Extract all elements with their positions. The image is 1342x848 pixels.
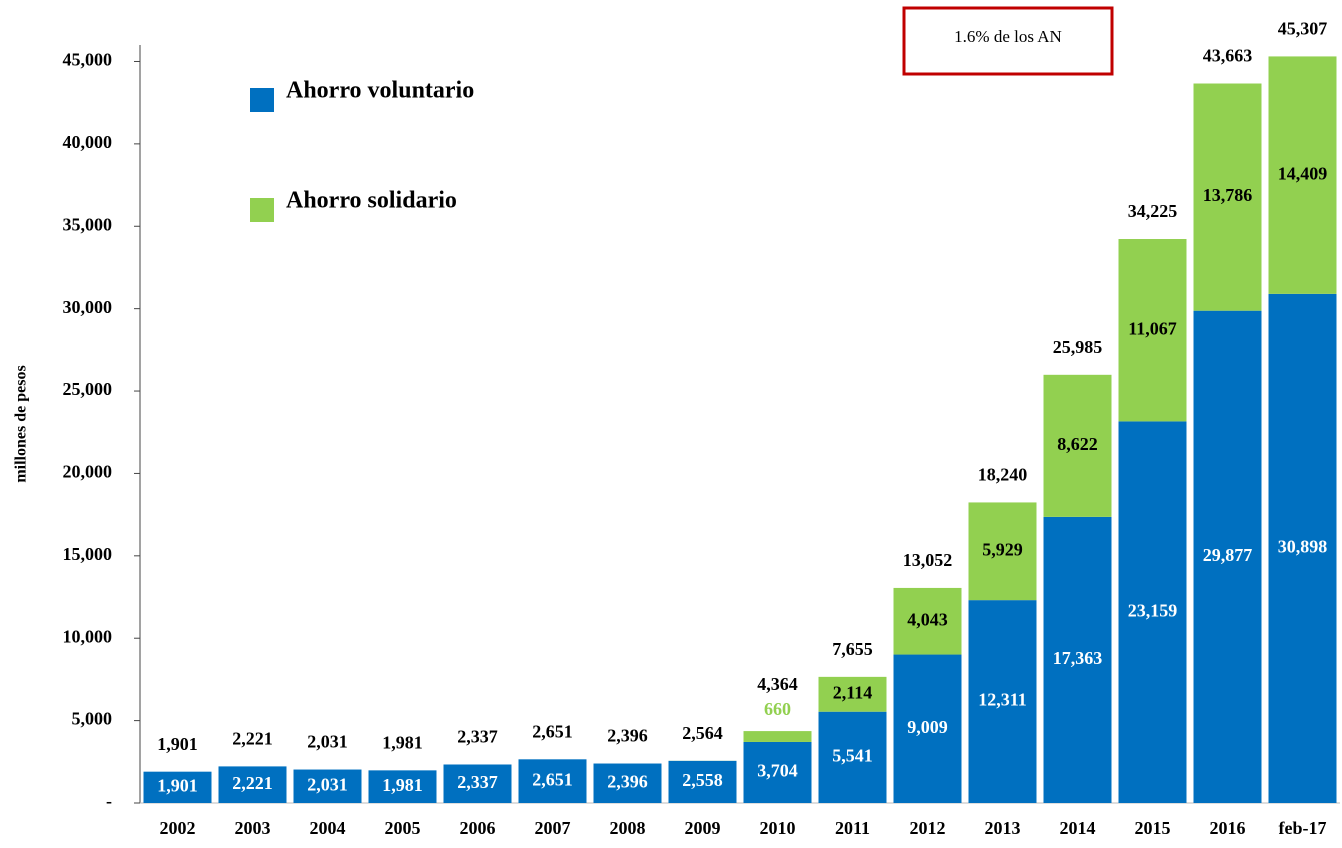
y-tick-label: 15,000 [63,544,113,564]
bar-segment [293,769,362,803]
value-label: 660 [764,699,791,719]
total-label: 2,031 [307,732,348,752]
total-label: 43,663 [1203,46,1253,66]
total-label: 18,240 [978,465,1028,485]
value-label: 5,929 [982,539,1023,559]
total-label: 4,364 [757,674,798,694]
bar-segment [968,502,1037,601]
x-tick-label: 2009 [685,818,721,838]
annotation-box [902,6,1114,76]
bar-segment [1043,374,1112,517]
total-label: 2,564 [682,723,723,743]
x-tick-label: 2013 [985,818,1021,838]
bar-segment [818,711,887,803]
value-label: 9,009 [907,717,948,737]
x-tick-label: 2011 [835,818,870,838]
legend-swatch [250,198,274,222]
value-label: 4,043 [907,609,948,629]
y-tick-label: 45,000 [63,50,113,70]
bar-segment [368,770,437,803]
bar-segment [968,600,1037,803]
legend-swatch [250,88,274,112]
bar-segment [818,676,887,712]
total-label: 13,052 [903,550,953,570]
bar-segment [1118,421,1187,803]
x-tick-label: 2016 [1210,818,1246,838]
total-label: 34,225 [1128,201,1178,221]
total-label: 2,221 [232,729,273,749]
bar-segment [893,654,962,803]
y-tick-label: 20,000 [63,462,113,482]
bar-segment [1043,516,1112,803]
value-label: 1,981 [382,775,423,795]
total-label: 7,655 [832,639,873,659]
bar-segment [518,759,587,803]
x-tick-label: feb-17 [1279,818,1327,838]
bar-segment [668,760,737,803]
value-label: 2,221 [232,773,273,793]
bar-segment [143,771,212,803]
y-tick-label: 5,000 [72,709,113,729]
bar-segment [1268,56,1337,294]
y-tick-label: 25,000 [63,379,113,399]
value-label: 2,337 [457,772,498,792]
bar-segment [593,763,662,803]
total-label: 25,985 [1053,337,1103,357]
x-tick-label: 2004 [310,818,346,838]
x-tick-label: 2005 [385,818,421,838]
y-tick-label: 30,000 [63,297,113,317]
value-label: 23,159 [1128,600,1178,620]
total-label: 2,651 [532,721,573,741]
value-label: 14,409 [1278,163,1328,183]
value-label: 2,031 [307,774,348,794]
bar-segment [743,731,812,742]
x-tick-label: 2008 [610,818,646,838]
x-tick-label: 2014 [1060,818,1096,838]
value-label: 17,363 [1053,648,1103,668]
total-label: 1,901 [157,734,198,754]
total-label: 45,307 [1278,19,1328,39]
bar-segment [893,587,962,655]
bar-segment [743,741,812,803]
value-label: 12,311 [978,690,1027,710]
value-label: 11,067 [1128,318,1177,338]
bar-segment [1118,239,1187,422]
bar-segment [1268,293,1337,803]
value-label: 29,877 [1203,545,1253,565]
value-label: 2,651 [532,769,573,789]
x-tick-label: 2006 [460,818,496,838]
value-label: 2,114 [833,682,873,702]
x-tick-label: 2002 [160,818,196,838]
value-label: 5,541 [832,745,873,765]
x-tick-label: 2010 [760,818,796,838]
total-label: 1,981 [382,732,423,752]
value-label: 30,898 [1278,537,1328,557]
y-tick-label: 10,000 [63,626,113,646]
value-label: 3,704 [757,761,798,781]
x-tick-label: 2012 [910,818,946,838]
legend-label: Ahorro voluntario [286,78,474,104]
value-label: 2,558 [682,770,723,790]
y-tick-label: 35,000 [63,214,113,234]
value-label: 13,786 [1203,185,1253,205]
y-tick-label: 40,000 [63,132,113,152]
x-tick-label: 2015 [1135,818,1171,838]
bar-segment [1193,310,1262,803]
value-label: 2,396 [607,771,648,791]
total-label: 2,396 [607,726,648,746]
legend-label: Ahorro solidario [286,188,457,214]
value-label: 1,901 [157,775,198,795]
total-label: 2,337 [457,727,498,747]
annotation: 1.6% de los AN [954,27,1062,46]
x-tick-label: 2003 [235,818,271,838]
value-label: 8,622 [1057,434,1098,454]
y-tick-label: - [106,791,112,811]
x-tick-label: 2007 [535,818,571,838]
y-axis-label: millones de pesos [13,365,30,482]
bar-segment [218,766,287,803]
bar-segment [443,764,512,803]
bar-segment [1193,83,1262,311]
